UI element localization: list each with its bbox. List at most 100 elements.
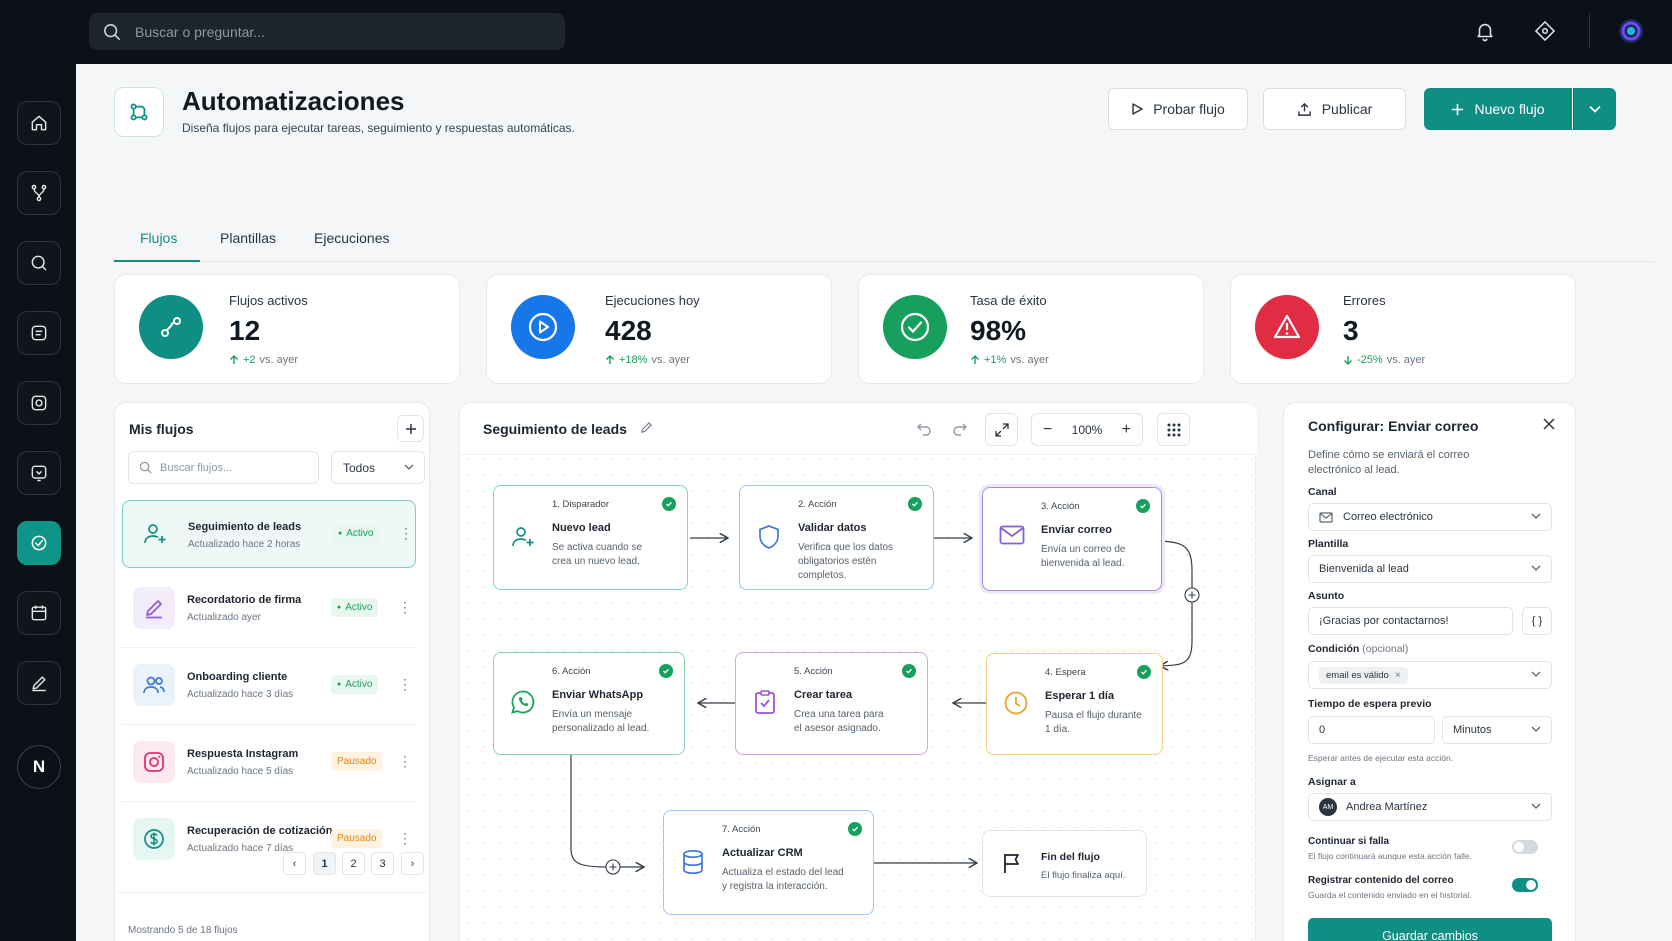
sidebar-item-calendar[interactable] <box>17 591 61 635</box>
flow-node-create-task[interactable]: 5. Acción Crear tarea Crea una tarea par… <box>735 652 928 755</box>
zoom-out-button[interactable]: − <box>1043 420 1053 438</box>
flow-updated: Actualizado hace 5 días <box>187 766 294 777</box>
document-icon <box>31 325 47 341</box>
grid-button[interactable] <box>1157 413 1190 446</box>
sidebar-item-edit[interactable] <box>17 661 61 705</box>
plantilla-select[interactable]: Bienvenida al lead <box>1308 555 1552 583</box>
more-options-icon[interactable]: ⋮ <box>398 599 412 615</box>
instagram-icon <box>133 741 175 783</box>
continuar-toggle[interactable] <box>1512 840 1538 854</box>
remove-tag-icon[interactable]: × <box>1394 669 1401 681</box>
node-title: Nuevo lead <box>552 522 611 534</box>
arrow-down-icon <box>1344 356 1352 365</box>
edit-icon <box>32 676 46 692</box>
stat-card-errors: Errores 3 -25% vs. ayer <box>1230 274 1576 384</box>
pagination-next[interactable]: › <box>401 852 424 875</box>
canal-select[interactable]: Correo electrónico <box>1308 503 1552 531</box>
node-step: 5. Acción <box>794 666 833 677</box>
stat-delta-suffix: vs. ayer <box>1010 354 1049 366</box>
chevron-down-icon <box>1531 803 1541 809</box>
flows-filter-select[interactable]: Todos <box>331 451 425 484</box>
publish-label: Publicar <box>1321 101 1373 117</box>
sidebar-item-home[interactable] <box>17 101 61 145</box>
flow-node-wait[interactable]: 4. Espera Esperar 1 día Pausa el flujo d… <box>986 653 1163 755</box>
global-search-input[interactable] <box>135 23 535 40</box>
flow-node-whatsapp[interactable]: 6. Acción Enviar WhatsApp Envía un mensa… <box>493 652 685 755</box>
flow-connectors <box>570 403 1200 875</box>
pagination-prev[interactable]: ‹ <box>283 852 306 875</box>
zoom-in-button[interactable]: + <box>1121 420 1131 438</box>
list-item[interactable]: Recuperación de cotización Actualizado h… <box>122 805 416 873</box>
list-item[interactable]: Respuesta Instagram Actualizado hace 5 d… <box>122 728 416 796</box>
tiempo-input[interactable]: 0 <box>1308 716 1435 744</box>
chevron-down-icon <box>1531 513 1541 519</box>
sidebar-user-avatar[interactable]: N <box>17 745 61 789</box>
flow-node-send-email[interactable]: 3. Acción Enviar correo Envía un correo … <box>982 487 1162 591</box>
test-flow-button[interactable]: Probar flujo <box>1108 88 1248 130</box>
add-flow-button[interactable] <box>397 415 424 442</box>
asunto-input[interactable]: ¡Gracias por contactarnos! <box>1308 607 1513 635</box>
asignar-select[interactable]: AM Andrea Martínez <box>1308 793 1552 821</box>
stat-value: 98% <box>970 315 1027 346</box>
save-changes-button[interactable]: Guardar cambios <box>1308 918 1552 941</box>
chevron-down-icon <box>1531 726 1541 732</box>
tiempo-value: 0 <box>1319 724 1326 736</box>
insert-variable-button[interactable]: { } <box>1522 607 1552 635</box>
node-desc: Envía un mensaje personalizado al lead. <box>552 709 650 734</box>
more-options-icon[interactable]: ⋮ <box>398 753 412 769</box>
publish-button[interactable]: Publicar <box>1263 88 1406 130</box>
undo-icon[interactable] <box>916 420 932 441</box>
diamond-icon[interactable] <box>1532 18 1558 44</box>
edit-title-icon[interactable] <box>640 421 653 439</box>
flow-node-end[interactable]: Fin del flujo El flujo finaliza aquí. <box>982 830 1147 897</box>
continuar-label: Continuar si falla <box>1308 836 1390 847</box>
tab-plantillas[interactable]: Plantillas <box>220 230 277 246</box>
more-options-icon[interactable]: ⋮ <box>398 676 412 692</box>
global-search[interactable] <box>89 13 565 50</box>
sidebar-item-search[interactable] <box>17 241 61 285</box>
asignar-label: Asignar a <box>1308 776 1356 788</box>
flow-node-trigger[interactable]: 1. Disparador Nuevo lead Se activa cuand… <box>493 485 688 590</box>
flow-name: Seguimiento de leads <box>188 521 302 533</box>
new-flow-dropdown[interactable] <box>1573 88 1616 130</box>
tab-flujos[interactable]: Flujos <box>140 230 178 246</box>
list-item[interactable]: Onboarding cliente Actualizado hace 3 dí… <box>122 651 416 719</box>
flows-search[interactable]: Buscar flujos... <box>128 451 319 484</box>
new-flow-button[interactable]: Nuevo flujo <box>1424 88 1572 130</box>
stat-card-executions: Ejecuciones hoy 428 +18% vs. ayer <box>486 274 832 384</box>
pagination-page-2[interactable]: 2 <box>342 852 365 875</box>
status-badge: ● Activo <box>331 675 379 694</box>
flow-node-validate[interactable]: 2. Acción Validar datos Verifica que los… <box>739 485 934 590</box>
flow-name: Recordatorio de firma <box>187 594 302 606</box>
sidebar-item-automations[interactable] <box>17 521 61 565</box>
list-item[interactable]: Recordatorio de firma Actualizado ayer ●… <box>122 574 416 642</box>
sidebar-item-flows[interactable] <box>17 171 61 215</box>
close-icon[interactable] <box>1542 417 1556 436</box>
redo-icon[interactable] <box>952 420 968 441</box>
fullscreen-button[interactable] <box>985 413 1018 446</box>
tab-ejecuciones[interactable]: Ejecuciones <box>314 230 390 246</box>
node-title: Esperar 1 día <box>1045 690 1115 702</box>
expand-icon <box>994 422 1009 437</box>
condicion-select[interactable]: email es válido × <box>1308 661 1552 689</box>
more-options-icon[interactable]: ⋮ <box>398 830 412 846</box>
flag-icon <box>995 846 1029 880</box>
condition-tag: email es válido × <box>1319 666 1408 684</box>
continuar-hint: El flujo continuará aunque esta acción f… <box>1308 851 1472 861</box>
pagination-page-1[interactable]: 1 <box>313 852 336 875</box>
flow-node-update-crm[interactable]: 7. Acción Actualizar CRM Actualiza el es… <box>663 810 874 915</box>
sidebar-item-media[interactable] <box>17 381 61 425</box>
sidebar-item-inbox[interactable] <box>17 451 61 495</box>
asunto-label: Asunto <box>1308 590 1345 602</box>
chevron-down-icon <box>1531 671 1541 677</box>
grid-icon <box>1167 423 1180 436</box>
tiempo-unit-select[interactable]: Minutos <box>1442 716 1552 744</box>
sidebar-item-documents[interactable] <box>17 311 61 355</box>
registrar-toggle[interactable] <box>1512 878 1538 892</box>
page-title: Automatizaciones <box>182 86 405 116</box>
user-avatar[interactable] <box>1618 18 1644 44</box>
list-item[interactable]: Seguimiento de leads Actualizado hace 2 … <box>122 500 416 568</box>
bell-icon[interactable] <box>1472 18 1498 44</box>
pagination-page-3[interactable]: 3 <box>371 852 394 875</box>
more-options-icon[interactable]: ⋮ <box>399 525 413 541</box>
